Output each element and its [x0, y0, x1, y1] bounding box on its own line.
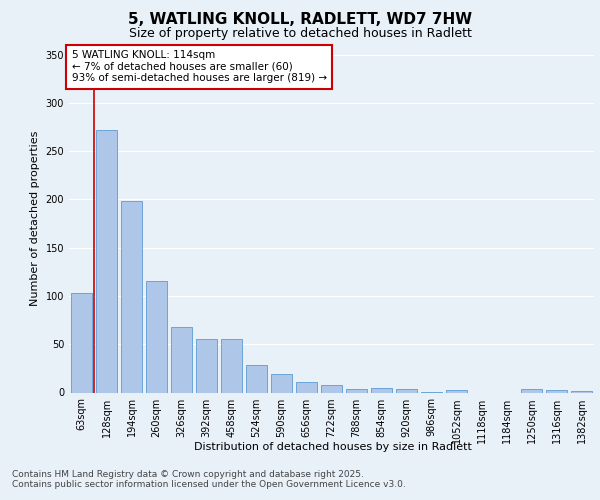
Bar [446, 390, 467, 392]
Text: 5 WATLING KNOLL: 114sqm
← 7% of detached houses are smaller (60)
93% of semi-det: 5 WATLING KNOLL: 114sqm ← 7% of detached… [71, 50, 327, 84]
Bar [321, 385, 342, 392]
Bar [246, 366, 267, 392]
Bar [296, 382, 317, 392]
Bar [271, 374, 292, 392]
Bar [571, 390, 592, 392]
Text: Distribution of detached houses by size in Radlett: Distribution of detached houses by size … [194, 442, 472, 452]
Bar [521, 388, 542, 392]
Y-axis label: Number of detached properties: Number of detached properties [30, 131, 40, 306]
Bar [546, 390, 567, 392]
Bar [196, 340, 217, 392]
Text: Size of property relative to detached houses in Radlett: Size of property relative to detached ho… [128, 28, 472, 40]
Bar [396, 388, 417, 392]
Text: Contains HM Land Registry data © Crown copyright and database right 2025.
Contai: Contains HM Land Registry data © Crown c… [12, 470, 406, 490]
Bar [146, 282, 167, 393]
Text: 5, WATLING KNOLL, RADLETT, WD7 7HW: 5, WATLING KNOLL, RADLETT, WD7 7HW [128, 12, 472, 28]
Bar [96, 130, 117, 392]
Bar [371, 388, 392, 392]
Bar [221, 340, 242, 392]
Bar [171, 327, 192, 392]
Bar [346, 388, 367, 392]
Bar [71, 293, 92, 392]
Bar [121, 202, 142, 392]
